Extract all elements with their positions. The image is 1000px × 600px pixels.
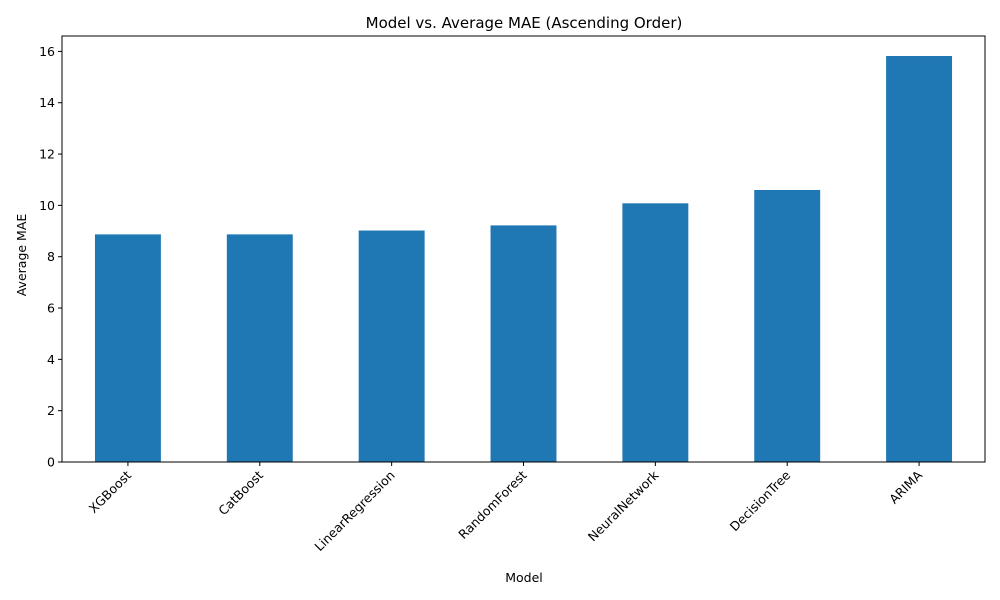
bar-arima xyxy=(886,56,953,462)
x-axis-label: Model xyxy=(505,570,543,585)
x-tick-label: DecisionTree xyxy=(727,467,794,534)
y-tick-label: 14 xyxy=(39,95,55,110)
bar-linearregression xyxy=(358,230,425,462)
x-tick-label: ARIMA xyxy=(886,467,925,506)
x-tick-label: LinearRegression xyxy=(311,468,397,554)
bar-catboost xyxy=(226,234,293,462)
y-axis: 0 2 4 6 8 10 12 14 16 xyxy=(39,44,62,470)
y-tick-label: 0 xyxy=(47,455,55,470)
y-tick-label: 16 xyxy=(39,44,55,59)
y-axis-label: Average MAE xyxy=(14,214,29,297)
y-tick-label: 8 xyxy=(47,249,55,264)
y-tick-label: 2 xyxy=(47,403,55,418)
chart-title: Model vs. Average MAE (Ascending Order) xyxy=(366,14,683,32)
bars-group xyxy=(94,56,953,463)
x-tick-label: NeuralNetwork xyxy=(585,467,662,544)
x-tick-label: CatBoost xyxy=(215,467,266,518)
x-tick-label: XGBoost xyxy=(86,467,135,516)
x-axis: XGBoost CatBoost LinearRegression RandomFor… xyxy=(86,462,926,554)
plot-frame xyxy=(61,35,986,463)
y-tick-label: 4 xyxy=(47,352,55,367)
y-tick-label: 12 xyxy=(39,147,55,162)
bar-neuralnetwork xyxy=(622,203,689,462)
bar-xgboost xyxy=(94,234,161,462)
bar-decisiontree xyxy=(754,189,821,463)
y-tick-label: 10 xyxy=(39,198,55,213)
x-tick-label: RandomForest xyxy=(455,467,529,541)
y-tick-label: 6 xyxy=(47,301,55,316)
bar-randomforest xyxy=(490,225,557,462)
